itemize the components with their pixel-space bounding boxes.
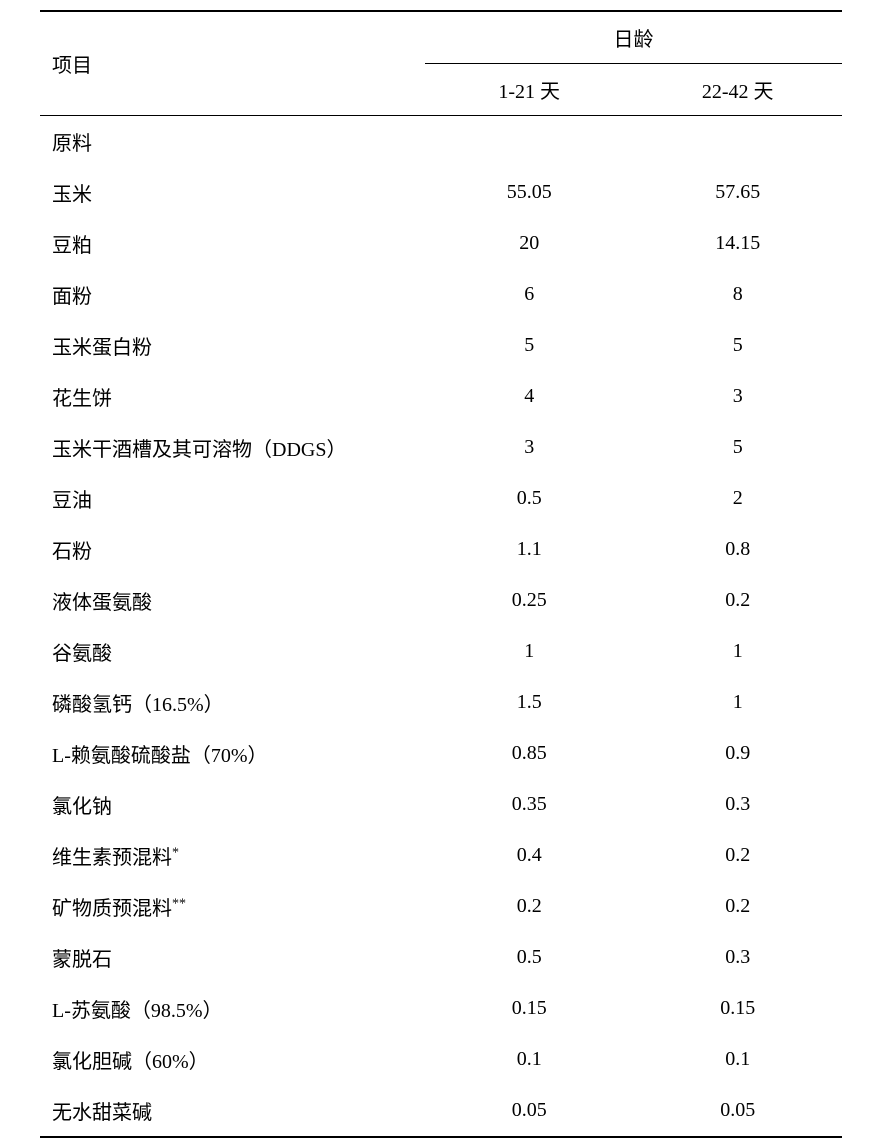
table-row: 豆油0.52 (40, 473, 842, 524)
row-value-2: 5 (633, 320, 842, 371)
row-value-1: 0.35 (425, 779, 634, 830)
row-label: L-苏氨酸（98.5%） (40, 983, 425, 1034)
row-value-2: 2 (633, 473, 842, 524)
row-label: 豆油 (40, 473, 425, 524)
table-row: L-赖氨酸硫酸盐（70%）0.850.9 (40, 728, 842, 779)
row-value-2: 14.15 (633, 218, 842, 269)
row-label: 谷氨酸 (40, 626, 425, 677)
table-row: 谷氨酸11 (40, 626, 842, 677)
row-label: 石粉 (40, 524, 425, 575)
table-body: 原料 玉米55.0557.65豆粕2014.15面粉68玉米蛋白粉55花生饼43… (40, 116, 842, 1138)
row-value-1: 0.5 (425, 932, 634, 983)
row-label: 玉米 (40, 167, 425, 218)
row-value-2: 3 (633, 371, 842, 422)
header-item: 项目 (40, 11, 425, 116)
row-label: 面粉 (40, 269, 425, 320)
row-label: 花生饼 (40, 371, 425, 422)
row-value-1: 0.85 (425, 728, 634, 779)
table-row: 玉米蛋白粉55 (40, 320, 842, 371)
superscript-marker: ** (172, 896, 186, 911)
table-row: 维生素预混料*0.40.2 (40, 830, 842, 881)
row-value-2: 57.65 (633, 167, 842, 218)
table-row: L-苏氨酸（98.5%）0.150.15 (40, 983, 842, 1034)
row-label: 氯化胆碱（60%） (40, 1034, 425, 1085)
table-row: 氯化胆碱（60%）0.10.1 (40, 1034, 842, 1085)
row-value-2: 0.1 (633, 1034, 842, 1085)
row-label: 磷酸氢钙（16.5%） (40, 677, 425, 728)
row-label: L-赖氨酸硫酸盐（70%） (40, 728, 425, 779)
row-label: 蒙脱石 (40, 932, 425, 983)
row-value-2: 5 (633, 422, 842, 473)
header-period-2: 22-42 天 (633, 64, 842, 116)
header-age: 日龄 (425, 11, 842, 64)
row-value-1: 4 (425, 371, 634, 422)
row-value-1: 3 (425, 422, 634, 473)
row-value-2: 0.9 (633, 728, 842, 779)
header-row-1: 项目 日龄 (40, 11, 842, 64)
table-row: 面粉68 (40, 269, 842, 320)
row-value-2: 0.3 (633, 779, 842, 830)
table-row: 无水甜菜碱0.050.05 (40, 1085, 842, 1137)
row-value-1: 6 (425, 269, 634, 320)
row-label: 无水甜菜碱 (40, 1085, 425, 1137)
row-label: 玉米蛋白粉 (40, 320, 425, 371)
row-label: 豆粕 (40, 218, 425, 269)
table-row: 石粉1.10.8 (40, 524, 842, 575)
row-value-1: 20 (425, 218, 634, 269)
table-row: 豆粕2014.15 (40, 218, 842, 269)
row-label: 液体蛋氨酸 (40, 575, 425, 626)
row-value-1: 0.2 (425, 881, 634, 932)
row-label: 玉米干酒槽及其可溶物（DDGS） (40, 422, 425, 473)
table-row: 液体蛋氨酸0.250.2 (40, 575, 842, 626)
row-value-1: 0.05 (425, 1085, 634, 1137)
row-value-1: 0.25 (425, 575, 634, 626)
row-value-2: 0.05 (633, 1085, 842, 1137)
header-period-1: 1-21 天 (425, 64, 634, 116)
table-row: 氯化钠0.350.3 (40, 779, 842, 830)
table-row: 矿物质预混料**0.20.2 (40, 881, 842, 932)
row-value-1: 1.5 (425, 677, 634, 728)
section-label: 原料 (40, 116, 842, 168)
row-label: 矿物质预混料** (40, 881, 425, 932)
table-row: 玉米55.0557.65 (40, 167, 842, 218)
row-value-2: 0.2 (633, 881, 842, 932)
row-value-2: 1 (633, 626, 842, 677)
row-value-2: 0.3 (633, 932, 842, 983)
row-label: 维生素预混料* (40, 830, 425, 881)
table-row: 花生饼43 (40, 371, 842, 422)
row-value-2: 8 (633, 269, 842, 320)
row-value-1: 55.05 (425, 167, 634, 218)
row-value-1: 0.4 (425, 830, 634, 881)
table-row: 玉米干酒槽及其可溶物（DDGS）35 (40, 422, 842, 473)
row-label: 氯化钠 (40, 779, 425, 830)
section-row: 原料 (40, 116, 842, 168)
table-row: 蒙脱石0.50.3 (40, 932, 842, 983)
row-value-1: 1.1 (425, 524, 634, 575)
feed-composition-table: 项目 日龄 1-21 天 22-42 天 原料 玉米55.0557.65豆粕20… (40, 10, 842, 1138)
table-row: 磷酸氢钙（16.5%）1.51 (40, 677, 842, 728)
row-value-1: 1 (425, 626, 634, 677)
row-value-2: 0.2 (633, 830, 842, 881)
superscript-marker: * (172, 845, 179, 860)
row-value-2: 1 (633, 677, 842, 728)
row-value-1: 0.5 (425, 473, 634, 524)
row-value-1: 5 (425, 320, 634, 371)
row-value-1: 0.15 (425, 983, 634, 1034)
row-value-2: 0.2 (633, 575, 842, 626)
row-value-2: 0.8 (633, 524, 842, 575)
row-value-2: 0.15 (633, 983, 842, 1034)
row-value-1: 0.1 (425, 1034, 634, 1085)
